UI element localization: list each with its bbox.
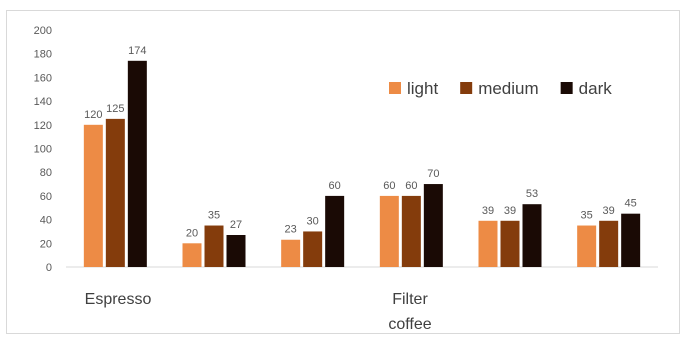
bar-dark — [522, 204, 542, 267]
bar-light — [379, 195, 399, 267]
data-label-light: 35 — [581, 210, 593, 222]
data-label-dark: 60 — [329, 180, 341, 192]
bar-dark — [621, 213, 641, 267]
legend-swatch-light — [389, 82, 401, 94]
legend-label-medium: medium — [478, 79, 538, 98]
x-label-filter-line2: coffee — [388, 316, 431, 333]
data-label-dark: 174 — [128, 45, 146, 57]
y-tick-label: 200 — [34, 25, 52, 37]
data-label-light: 23 — [285, 224, 297, 236]
legend: light medium dark — [389, 79, 612, 98]
bar-dark — [325, 195, 345, 267]
bar-light — [83, 124, 103, 267]
bar-light — [281, 239, 301, 267]
y-tick-label: 0 — [46, 262, 52, 274]
data-label-medium: 39 — [504, 205, 516, 217]
bar-medium — [105, 118, 125, 267]
bar-dark — [423, 184, 443, 267]
data-label-medium: 30 — [307, 215, 319, 227]
bar-light — [182, 243, 202, 267]
x-label-espresso: Espresso — [85, 291, 152, 308]
data-label-light: 60 — [383, 180, 395, 192]
data-label-light: 39 — [482, 205, 494, 217]
bar-medium — [204, 225, 224, 267]
bar-medium — [303, 231, 323, 267]
legend-swatch-medium — [460, 82, 473, 94]
bar-medium — [599, 220, 619, 267]
y-tick-label: 40 — [40, 215, 52, 227]
y-tick-label: 80 — [40, 167, 52, 179]
y-tick-label: 60 — [40, 191, 52, 203]
y-tick-label: 100 — [34, 144, 52, 156]
x-label-filter-line1: Filter — [392, 291, 428, 308]
bar-medium — [401, 195, 421, 267]
legend-label-dark: dark — [579, 79, 613, 98]
data-label-dark: 27 — [230, 219, 242, 231]
y-tick-label: 180 — [34, 49, 52, 61]
bars — [83, 60, 641, 268]
legend-label-light: light — [407, 79, 438, 98]
y-axis: 0 20 40 60 80 100 120 140 160 180 200 — [34, 25, 52, 274]
bar-medium — [500, 220, 520, 267]
x-axis-labels: Espresso Filter coffee — [85, 291, 432, 333]
data-label-medium: 39 — [603, 205, 615, 217]
data-label-dark: 70 — [427, 168, 439, 180]
y-tick-label: 20 — [40, 238, 52, 250]
data-label-medium: 35 — [208, 210, 220, 222]
data-label-light: 20 — [186, 227, 198, 239]
data-label-light: 120 — [84, 109, 102, 121]
y-tick-label: 120 — [34, 120, 52, 132]
y-tick-label: 160 — [34, 72, 52, 84]
data-label-medium: 125 — [106, 103, 124, 115]
bar-light — [478, 220, 498, 267]
bar-dark — [226, 235, 246, 267]
data-label-dark: 53 — [526, 188, 538, 200]
data-label-medium: 60 — [405, 180, 417, 192]
legend-swatch-dark — [560, 82, 573, 94]
data-label-dark: 45 — [625, 198, 637, 210]
data-labels: 120 125 174 20 35 27 23 30 60 60 60 70 39 39 53 35 39 45 — [84, 45, 637, 239]
bar-dark — [127, 60, 147, 268]
bar-light — [577, 225, 597, 267]
y-tick-label: 140 — [34, 96, 52, 108]
